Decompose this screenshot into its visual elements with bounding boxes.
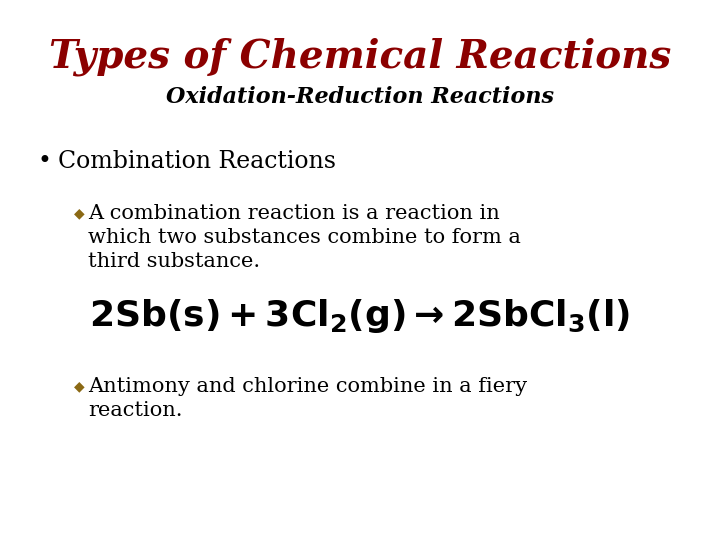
Text: A combination reaction is a reaction in: A combination reaction is a reaction in [88,204,500,223]
Text: ◆: ◆ [74,379,84,393]
Text: third substance.: third substance. [88,252,260,272]
Text: Types of Chemical Reactions: Types of Chemical Reactions [49,37,671,76]
Text: Antimony and chlorine combine in a fiery: Antimony and chlorine combine in a fiery [88,376,527,396]
Text: which two substances combine to form a: which two substances combine to form a [88,228,521,247]
Text: Oxidation-Reduction Reactions: Oxidation-Reduction Reactions [166,86,554,108]
Text: Combination Reactions: Combination Reactions [58,151,336,173]
Text: reaction.: reaction. [88,401,182,420]
Text: $\mathbf{2Sb(s)+3Cl_2(g)\rightarrow 2SbCl_3(l)}$: $\mathbf{2Sb(s)+3Cl_2(g)\rightarrow 2SbC… [89,297,631,335]
Text: •: • [37,151,52,173]
Text: ◆: ◆ [74,206,84,220]
